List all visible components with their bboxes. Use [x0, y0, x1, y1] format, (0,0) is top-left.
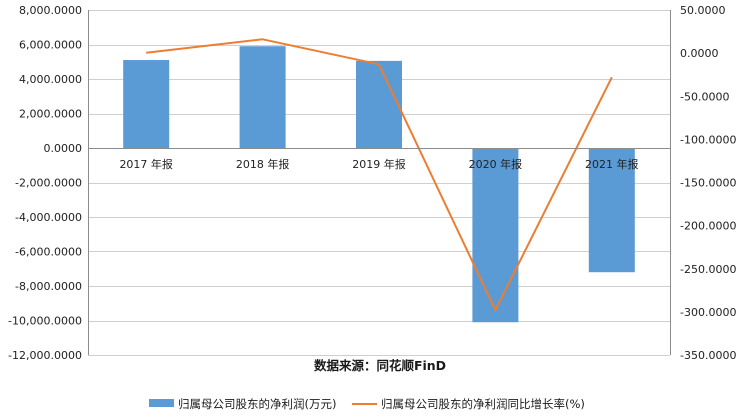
- legend: 归属母公司股东的净利润(万元) 归属母公司股东的净利润同比增长率(%): [149, 397, 585, 411]
- left-tick-label: 4,000.0000: [19, 73, 82, 86]
- left-axis-ticks: 8,000.0000 6,000.0000 4,000.0000 2,000.0000…: [8, 4, 82, 362]
- legend-bar-swatch: [149, 399, 174, 407]
- left-tick-label: -6,000.0000: [15, 246, 82, 259]
- bar-series: [123, 46, 635, 323]
- bar: [123, 60, 170, 148]
- right-axis-ticks: 50.0000 0.0000 -50.0000 -100.0000 -150.0000 -…: [680, 4, 736, 362]
- right-tick-label: 50.0000: [680, 4, 726, 17]
- left-tick-label: 8,000.0000: [19, 4, 82, 17]
- data-source-note: 数据来源：同花顺FinD: [313, 358, 446, 373]
- right-tick-label: -150.0000: [680, 177, 736, 190]
- category-label: 2017 年报: [119, 157, 173, 171]
- right-tick-label: -200.0000: [680, 220, 736, 233]
- bar: [239, 46, 286, 148]
- left-tick-label: -2,000.0000: [15, 177, 82, 190]
- bar: [472, 148, 519, 323]
- bar: [356, 60, 402, 149]
- category-labels: 2017 年报 2018 年报 2019 年报 2020 年报 2021 年报: [119, 157, 638, 171]
- line-series: [146, 38, 613, 312]
- category-label: 2021 年报: [585, 157, 639, 171]
- right-tick-label: -50.0000: [680, 90, 729, 103]
- right-tick-label: -350.0000: [680, 349, 736, 362]
- category-label: 2019 年报: [352, 157, 406, 171]
- right-tick-label: -100.0000: [680, 133, 736, 146]
- category-label: 2020 年报: [469, 157, 523, 171]
- legend-line-label: 归属母公司股东的净利润同比增长率(%): [381, 397, 585, 411]
- category-label: 2018 年报: [236, 157, 290, 171]
- left-tick-label: 0.0000: [44, 142, 83, 155]
- right-tick-label: -300.0000: [680, 306, 736, 319]
- bar: [588, 148, 635, 273]
- legend-bar-label: 归属母公司股东的净利润(万元): [178, 397, 336, 411]
- axes: [88, 10, 671, 355]
- left-tick-label: -10,000.0000: [8, 315, 82, 328]
- left-tick-label: -12,000.0000: [8, 349, 82, 362]
- right-tick-label: -250.0000: [680, 263, 736, 276]
- left-tick-label: -4,000.0000: [15, 211, 82, 224]
- left-tick-label: 6,000.0000: [19, 39, 82, 52]
- left-tick-label: 2,000.0000: [19, 108, 82, 121]
- right-tick-label: 0.0000: [680, 47, 719, 60]
- left-tick-label: -8,000.0000: [15, 280, 82, 293]
